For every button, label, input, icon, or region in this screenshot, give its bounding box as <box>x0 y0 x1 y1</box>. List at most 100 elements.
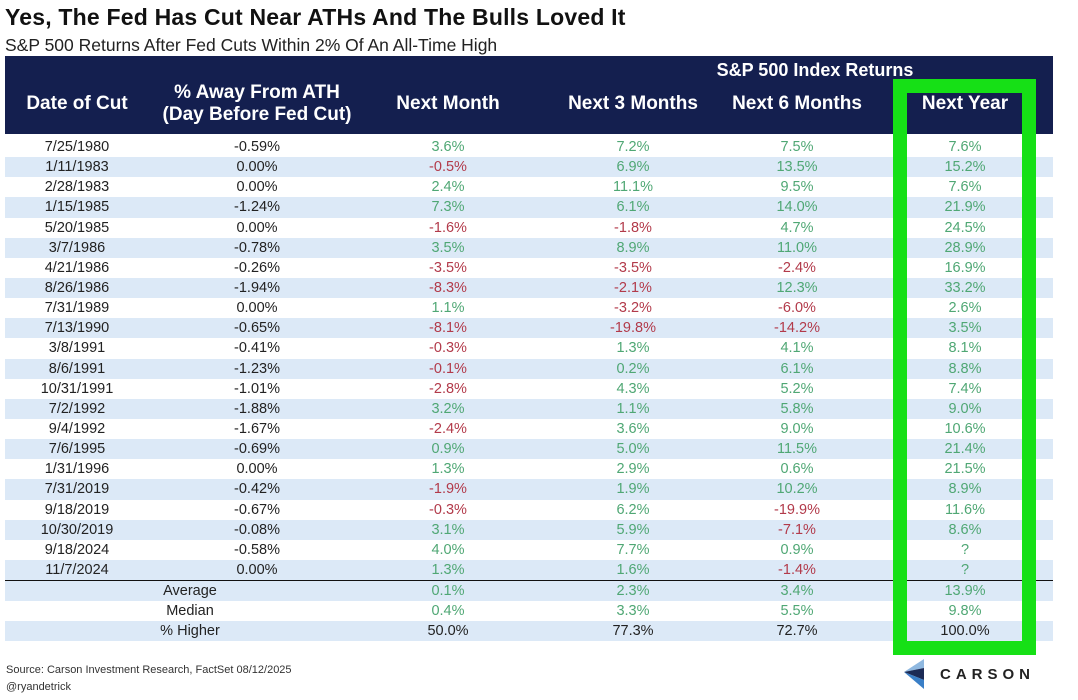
cell-date-of-cut: 8/6/1991 <box>48 360 106 377</box>
summary-row: Average 0.1% 2.3% 3.4% 13.9% <box>5 581 1053 602</box>
cell-next-month: -8.3% <box>429 279 467 296</box>
table-summary: Average 0.1% 2.3% 3.4% 13.9% Median 0.4% 3.3% 5.… <box>5 581 1053 642</box>
cell-next-month: 3.2% <box>431 400 465 417</box>
summary-label: % Higher <box>160 623 220 640</box>
cell-next-month: 1.3% <box>431 561 465 578</box>
cell-next-3-months: 2.9% <box>616 461 650 478</box>
cell-date-of-cut: 10/30/2019 <box>40 521 114 538</box>
cell-next-year: 7.6% <box>948 179 982 196</box>
table-row: 7/2/1992 -1.88% 3.2% 1.1% 5.8% 9.0% <box>5 398 1053 419</box>
cell-next-3-months: 8.9% <box>616 239 650 256</box>
cell-pct-away-from-ath: -0.69% <box>234 441 280 458</box>
summary-row: Median 0.4% 3.3% 5.5% 9.8% <box>5 601 1053 621</box>
cell-next-month: 3.5% <box>431 239 465 256</box>
column-header-date-of-cut: Date of Cut <box>26 93 128 114</box>
cell-next-month: -0.3% <box>429 340 467 357</box>
cell-pct-away-from-ath: -0.08% <box>234 521 280 538</box>
cell-next-year: 28.9% <box>944 239 986 256</box>
table-row: 10/30/2019 -0.08% 3.1% 5.9% -7.1% 8.6% <box>5 519 1053 540</box>
cell-next-6-months: 0.6% <box>780 461 814 478</box>
cell-next-6-months: 4.7% <box>780 219 814 236</box>
cell-next-6-months: -19.9% <box>774 501 820 518</box>
cell-next-6-months: 12.3% <box>776 279 818 296</box>
cell-next-year: 8.9% <box>948 481 982 498</box>
cell-next-year: 11.6% <box>944 501 986 518</box>
cell-next-month: 2.4% <box>431 179 465 196</box>
cell-next-3-months: 11.1% <box>612 179 654 196</box>
cell-pct-away-from-ath: -1.24% <box>234 199 280 216</box>
cell-date-of-cut: 9/4/1992 <box>48 420 106 437</box>
cell-next-3-months: -3.2% <box>614 300 652 317</box>
table-row: 11/7/2024 0.00% 1.3% 1.6% -1.4%? <box>5 559 1053 581</box>
summary-cell-next-year: 13.9% <box>944 583 986 599</box>
cell-date-of-cut: 1/11/1983 <box>45 159 109 176</box>
column-header-next-6-months: Next 6 Months <box>732 93 862 114</box>
cell-next-3-months: 5.0% <box>616 441 650 458</box>
page-title: Yes, The Fed Has Cut Near ATHs And The B… <box>5 4 626 30</box>
cell-next-3-months: 5.9% <box>616 521 650 538</box>
cell-next-6-months: 6.1% <box>780 360 814 377</box>
carson-logo-icon <box>904 659 924 689</box>
cell-next-month: 3.1% <box>431 521 465 538</box>
cell-date-of-cut: 7/13/1990 <box>44 320 110 337</box>
cell-date-of-cut: 4/21/1986 <box>44 259 110 276</box>
next-year-highlight-box <box>893 79 1036 655</box>
table-row: 3/8/1991 -0.41% -0.3% 1.3% 4.1% 8.1% <box>5 338 1053 358</box>
cell-pct-away-from-ath: -0.41% <box>234 340 280 357</box>
table-row: 7/31/2019 -0.42% -1.9% 1.9% 10.2% 8.9% <box>5 479 1053 500</box>
cell-next-year: 8.8% <box>948 360 982 377</box>
cell-date-of-cut: 7/6/1995 <box>48 441 106 458</box>
cell-pct-away-from-ath: -0.42% <box>234 481 280 498</box>
cell-next-year: 3.5% <box>948 320 982 337</box>
cell-date-of-cut: 10/31/1991 <box>40 380 114 397</box>
cell-next-6-months: -6.0% <box>778 300 816 317</box>
cell-pct-away-from-ath: -1.67% <box>234 420 280 437</box>
cell-next-3-months: 4.3% <box>616 380 650 397</box>
table-row: 8/6/1991 -1.23% -0.1% 0.2% 6.1% 8.8% <box>5 358 1053 379</box>
table-row: 7/25/1980 -0.59% 3.6% 7.2% 7.5% 7.6% <box>5 137 1053 157</box>
summary-row: % Higher 50.0% 77.3% 72.7% 100.0% <box>5 621 1053 642</box>
cell-date-of-cut: 7/2/1992 <box>48 400 106 417</box>
cell-date-of-cut: 3/7/1986 <box>48 239 106 256</box>
cell-next-3-months: -19.8% <box>610 320 656 337</box>
cell-next-6-months: -7.1% <box>778 521 816 538</box>
summary-cell-next-month: 50.0% <box>427 623 469 640</box>
cell-date-of-cut: 5/20/1985 <box>44 219 110 236</box>
cell-pct-away-from-ath: 0.00% <box>236 179 278 196</box>
summary-cell-next-year: 100.0% <box>940 623 990 640</box>
cell-next-year: 8.6% <box>948 521 982 538</box>
table-row: 7/13/1990 -0.65% -8.1% -19.8% -14.2% 3.5% <box>5 318 1053 339</box>
cell-pct-away-from-ath: 0.00% <box>236 159 278 176</box>
summary-cell-next-month: 0.1% <box>431 583 465 599</box>
cell-date-of-cut: 2/28/1983 <box>44 179 110 196</box>
cell-next-month: 3.6% <box>431 139 465 155</box>
cell-pct-away-from-ath: 0.00% <box>236 300 278 317</box>
cell-next-year: 2.6% <box>948 300 982 317</box>
source-note: Source: Carson Investment Research, Fact… <box>6 664 292 676</box>
group-header: S&P 500 Index Returns <box>716 60 914 80</box>
table-header: S&P 500 Index Returns Date of Cut % Away … <box>5 56 1053 134</box>
table-row: 9/18/2019 -0.67% -0.3% 6.2% -19.9% 11.6% <box>5 500 1053 520</box>
cell-next-month: 1.1% <box>431 300 465 317</box>
cell-date-of-cut: 3/8/1991 <box>48 340 106 357</box>
summary-cell-next-3-months: 3.3% <box>616 603 650 620</box>
cell-next-year: 7.6% <box>948 139 982 155</box>
table-row: 2/28/1983 0.00% 2.4% 11.1% 9.5% 7.6% <box>5 177 1053 197</box>
cell-next-year: 10.6% <box>944 420 986 437</box>
cell-next-year: 8.1% <box>948 340 982 357</box>
cell-next-3-months: 1.9% <box>616 481 650 498</box>
cell-next-3-months: -3.5% <box>614 259 652 276</box>
carson-logo: CARSON <box>900 659 1035 689</box>
cell-next-year: 21.5% <box>944 461 986 478</box>
cell-next-3-months: 3.6% <box>616 420 650 437</box>
cell-next-3-months: 0.2% <box>616 360 650 377</box>
cell-next-3-months: -2.1% <box>614 279 652 296</box>
table-row: 9/18/2024 -0.58% 4.0% 7.7% 0.9%? <box>5 540 1053 560</box>
cell-pct-away-from-ath: -1.23% <box>234 360 280 377</box>
cell-pct-away-from-ath: -1.01% <box>234 380 280 397</box>
cell-next-6-months: 5.8% <box>780 400 814 417</box>
cell-next-month: -1.9% <box>429 481 467 498</box>
column-header-pct-away-from-ath: % Away From ATH (Day Before Fed Cut) <box>162 82 352 125</box>
summary-cell-next-year: 9.8% <box>948 603 982 620</box>
cell-next-month: -2.8% <box>429 380 467 397</box>
